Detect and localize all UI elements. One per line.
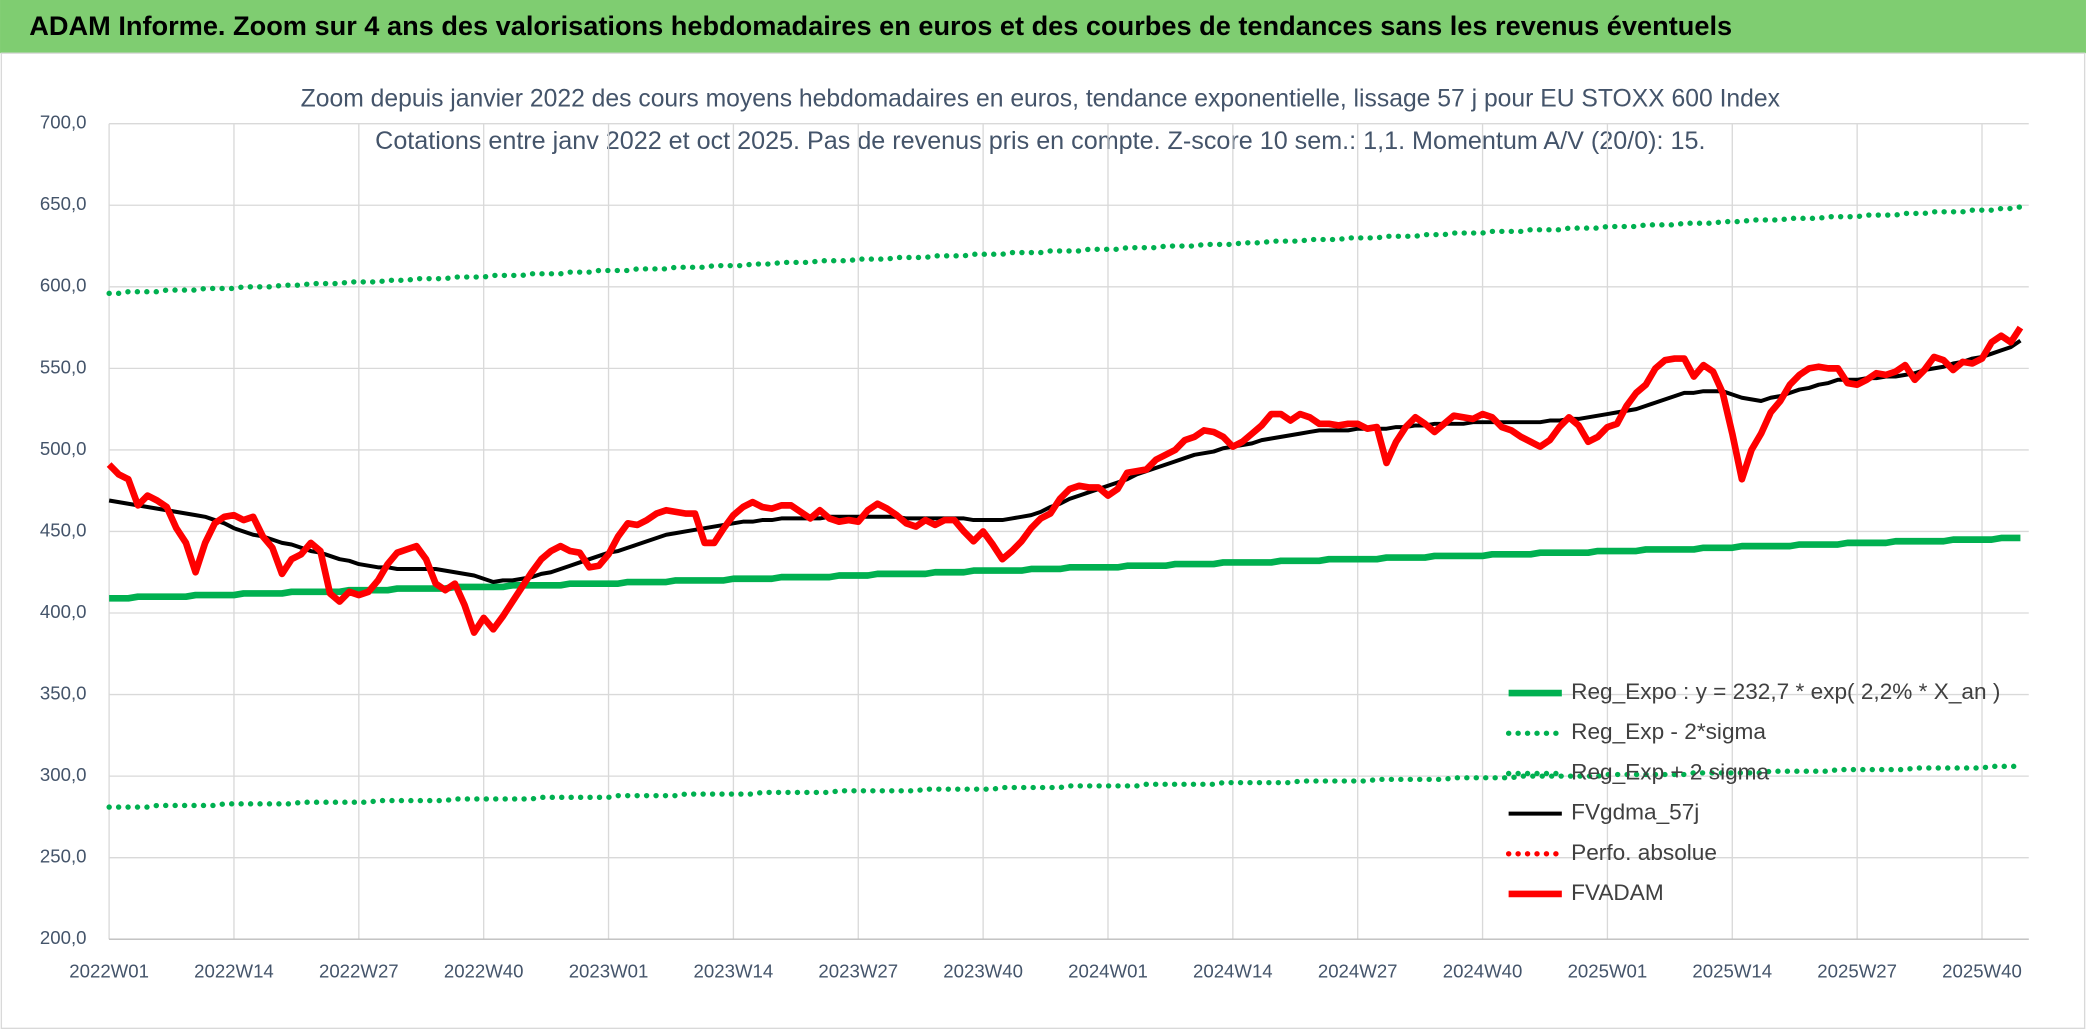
x-tick-label: 2022W27: [319, 960, 399, 981]
header-title: ADAM Informe. Zoom sur 4 ans des valoris…: [29, 11, 1732, 41]
legend-label: Perfo. absolue: [1571, 840, 1717, 865]
legend-label: Reg_Exp - 2*sigma: [1571, 719, 1766, 744]
legend-label: Reg_Exp + 2 sigma: [1571, 759, 1769, 784]
series-line: [106, 325, 2024, 636]
x-tick-label: 2022W14: [194, 960, 274, 981]
y-tick-label: 300,0: [40, 764, 87, 785]
y-tick-label: 650,0: [40, 193, 87, 214]
y-tick-label: 500,0: [40, 438, 87, 459]
series-line: [109, 534, 2021, 602]
y-tick-label: 400,0: [40, 601, 87, 622]
x-tick-label: 2025W27: [1817, 960, 1897, 981]
x-tick-label: 2024W01: [1068, 960, 1148, 981]
plot: 200,0 250,0 300,0 350,0 400,0 450,0 500,0 550,0…: [40, 112, 2029, 981]
y-tick-label: 250,0: [40, 846, 87, 867]
x-tick-label: 2023W14: [694, 960, 774, 981]
y-tick-label: 700,0: [40, 112, 87, 133]
x-tick-label: 2024W40: [1443, 960, 1523, 981]
x-tick-label: 2022W40: [444, 960, 524, 981]
x-tick-label: 2025W01: [1568, 960, 1648, 981]
series-line: [106, 204, 2024, 296]
title-box: [295, 79, 1783, 160]
x-tick-label: 2024W27: [1318, 960, 1398, 981]
x-tick-label: 2025W40: [1942, 960, 2022, 981]
y-tick-label: 550,0: [40, 356, 87, 377]
y-tick-label: 600,0: [40, 275, 87, 296]
series-line: [106, 763, 2024, 810]
x-tick-label: 2022W01: [69, 960, 149, 981]
legend-label: FVADAM: [1571, 880, 1664, 905]
y-tick-label: 350,0: [40, 682, 87, 703]
chart-title: Zoom depuis janvier 2022 des cours moyen…: [301, 84, 1781, 112]
x-tick-label: 2023W01: [569, 960, 649, 981]
y-tick-label: 200,0: [40, 927, 87, 948]
header-bar: [0, 0, 2086, 54]
x-tick-label: 2023W40: [943, 960, 1023, 981]
x-tick-label: 2023W27: [818, 960, 898, 981]
chart-subtitle: Cotations entre janv 2022 et oct 2025. P…: [375, 127, 1705, 155]
legend: Reg_Expo : y = 232,7 * exp( 2,2% * X_an …: [1505, 679, 2000, 905]
x-tick-label: 2024W14: [1193, 960, 1273, 981]
x-tick-label: 2025W14: [1692, 960, 1772, 981]
chart-area: [0, 52, 2086, 1030]
legend-label: FVgdma_57j: [1571, 800, 1699, 825]
legend-label: Reg_Expo : y = 232,7 * exp( 2,2% * X_an …: [1571, 679, 2000, 704]
y-tick-label: 450,0: [40, 519, 87, 540]
